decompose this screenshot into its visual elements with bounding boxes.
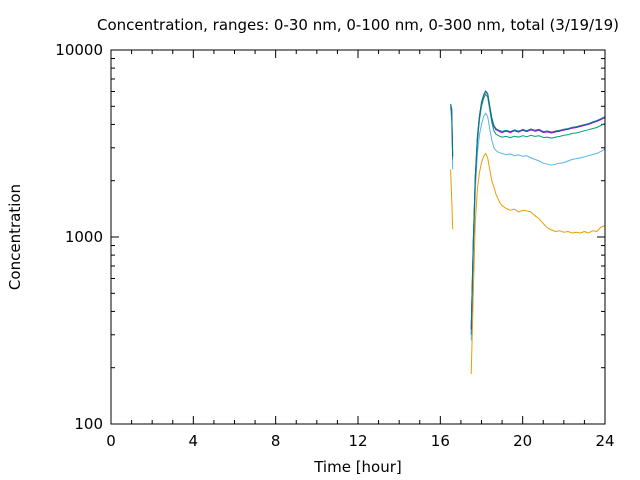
series-1-line [450,169,454,230]
series-3-line [470,93,606,335]
x-tick-label: 20 [513,432,532,450]
series-5-line [470,90,606,328]
y-tick-label: 100 [74,415,103,433]
series-5 [450,90,606,328]
x-tick-label: 24 [595,432,614,450]
plot-frame [110,49,606,425]
series-1-line [470,152,606,375]
x-tick-label: 12 [348,432,367,450]
axes: 0 4 8 12 16 20 24 100 1000 10000 [55,41,614,450]
x-tick-label: 16 [431,432,450,450]
series-4-line [470,91,606,330]
x-tick-label: 4 [189,432,199,450]
chart-title: Concentration, ranges: 0-30 nm, 0-100 nm… [97,16,619,34]
x-tick-label: 0 [106,432,116,450]
plot-area [450,90,606,375]
series-2-line [470,112,606,341]
y-tick-label: 10000 [55,41,103,59]
series-5-line [450,103,454,155]
y-axis-label: Concentration [6,184,24,290]
y-tick-label: 1000 [65,228,103,246]
x-tick-label: 8 [271,432,281,450]
series-1 [450,152,606,375]
x-axis-label: Time [hour] [313,458,402,476]
